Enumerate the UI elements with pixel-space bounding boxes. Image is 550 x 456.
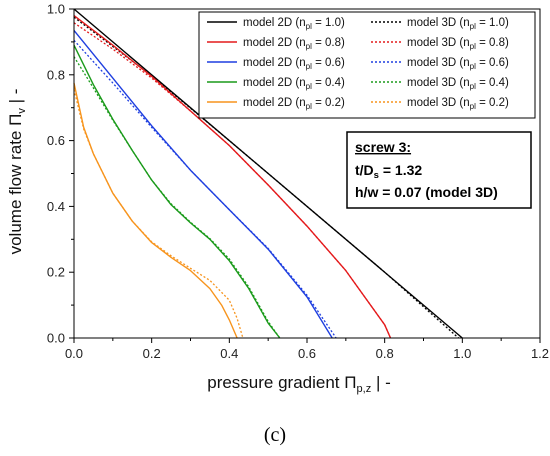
legend-label: model 3D (npl = 0.8) (407, 37, 509, 51)
axis-ticks: 0.0 0.2 0.4 0.6 0.8 1.0 1.2 0.0 0.2 0.4 0.6 0.8 1.0 (47, 2, 549, 362)
legend-label: model 2D (npl = 0.2) (243, 97, 345, 111)
y-tick-label: 0.0 (47, 331, 65, 346)
x-tick-label: 1.2 (531, 346, 549, 361)
legend-label: model 2D (npl = 0.6) (243, 57, 345, 71)
x-tick-label: 0.2 (143, 346, 161, 361)
x-tick-label: 0.0 (65, 346, 83, 361)
series-lines (73, 8, 463, 339)
x-tick-label: 1.0 (453, 346, 471, 361)
legend-label: model 2D (npl = 0.8) (243, 37, 345, 51)
legend-label: model 3D (npl = 0.6) (407, 57, 509, 71)
legend-label: model 3D (npl = 1.0) (407, 17, 509, 31)
x-axis-label: pressure gradient Πp,z | - (207, 373, 391, 395)
series-line (73, 22, 392, 339)
legend-label: model 3D (npl = 0.4) (407, 77, 509, 91)
y-tick-label: 0.8 (47, 67, 65, 82)
y-tick-label: 0.2 (47, 265, 65, 280)
annotation-box: screw 3: t/Ds = 1.32 h/w = 0.07 (model 3D) (346, 131, 532, 209)
y-tick-label: 1.0 (47, 2, 65, 17)
annotation-frame (346, 131, 532, 209)
legend-label: model 3D (npl = 0.2) (407, 97, 509, 111)
axis-labels: pressure gradient Πp,z | - volume flow ra… (6, 89, 391, 395)
series-line (73, 56, 281, 339)
flow-rate-chart: 0.0 0.2 0.4 0.6 0.8 1.0 1.20.00.20.40.60.81.0 … (6, 2, 549, 396)
legend-label: model 2D (npl = 1.0) (243, 17, 345, 31)
series-line (73, 89, 244, 339)
y-tick-label: 0.6 (47, 133, 65, 148)
annotation-ratio: t/Ds = 1.32 (355, 162, 422, 181)
y-tick-label: 0.4 (47, 199, 65, 214)
x-tick-label: 0.8 (376, 346, 394, 361)
series-line (73, 82, 238, 339)
x-tick-label: 0.6 (298, 346, 316, 361)
annotation-hw: h/w = 0.07 (model 3D) (355, 184, 498, 200)
plot-frame (73, 8, 541, 339)
series-line (73, 29, 333, 339)
legend: model 2D (npl = 1.0) model 3D (npl = 1.0)… (198, 11, 536, 119)
series-line (73, 44, 281, 339)
panel-label: (c) (263, 424, 287, 446)
legend-label: model 2D (npl = 0.4) (243, 77, 345, 91)
x-tick-label: 0.4 (220, 346, 238, 361)
y-axis-label: volume flow rate Πv | - (6, 89, 28, 255)
annotation-title: screw 3: (355, 139, 411, 155)
legend-box (198, 11, 536, 119)
